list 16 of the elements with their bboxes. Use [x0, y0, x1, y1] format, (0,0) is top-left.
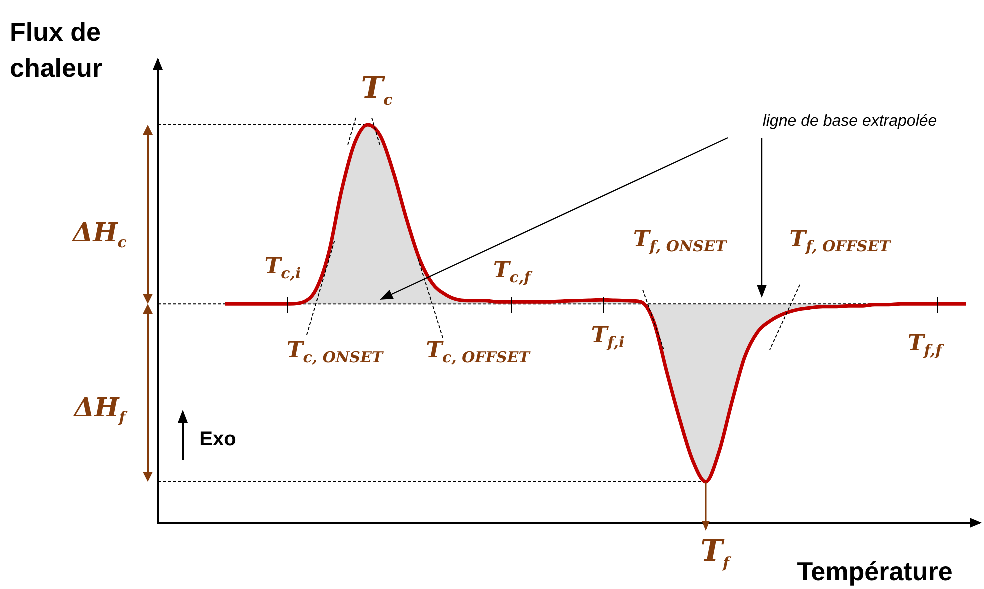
text: ΔH$_{c}$ — [73, 218, 127, 252]
text: ΔH$_{f}$ — [74, 393, 126, 427]
annotation: T$_{c,i}$ — [264, 253, 302, 283]
x-axis-title: Température — [797, 556, 953, 588]
annotation: T$_{c, OFFSET}$ — [426, 337, 530, 367]
annotation: T$_{f, ONSET}$ — [633, 226, 727, 256]
annotation: T$_{f, OFFSET}$ — [790, 226, 890, 256]
text: T$_{f}$ — [700, 534, 730, 572]
annotation: Exo — [200, 428, 236, 452]
text: T$_{c}$ — [361, 71, 393, 109]
annotation: T$_{c,f}$ — [493, 257, 531, 287]
annotation: T$_{f,i}$ — [591, 322, 625, 352]
annotation: T$_{f,f}$ — [908, 330, 942, 360]
annotation: ligne de base extrapolée — [762, 113, 938, 131]
y-axis-title: Flux de chaleur — [10, 16, 104, 85]
annotation: T$_{c, ONSET}$ — [286, 337, 384, 367]
